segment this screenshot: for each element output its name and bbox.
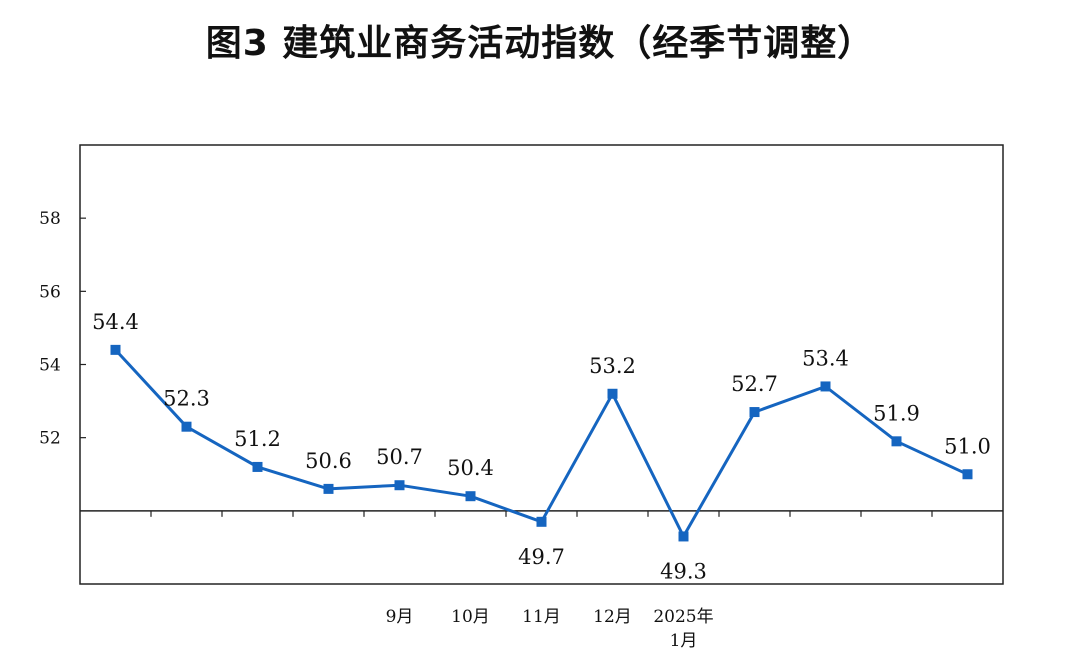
data-label: 51.9 (873, 401, 920, 425)
data-point (110, 344, 121, 355)
data-label: 52.3 (163, 387, 210, 411)
data-point (181, 421, 192, 432)
x-tick-label: 9月 (386, 607, 414, 627)
data-label: 50.7 (376, 445, 423, 469)
data-point (394, 480, 405, 491)
data-label: 51.0 (944, 434, 991, 458)
x-tick-label: 10月 (451, 607, 490, 627)
data-label: 50.4 (447, 456, 494, 480)
data-point (749, 407, 760, 418)
x-tick-label: 12月 (593, 607, 632, 627)
y-tick-label: 56 (39, 282, 61, 302)
data-point (678, 531, 689, 542)
y-tick-label: 52 (39, 429, 61, 449)
data-label: 50.6 (305, 449, 352, 473)
data-point (536, 516, 547, 527)
y-tick-label: 58 (39, 209, 61, 229)
data-label: 53.2 (589, 354, 636, 378)
data-label: 49.7 (518, 545, 565, 569)
x-tick-label: 11月 (522, 607, 561, 627)
chart-title: 图3 建筑业商务活动指数（经季节调整） (205, 23, 875, 64)
data-label: 49.3 (660, 559, 707, 583)
data-point (323, 483, 334, 494)
y-tick-label: 54 (39, 356, 61, 376)
data-point (607, 388, 618, 399)
data-point (891, 436, 902, 447)
x-tick-label: 2025年 1月 (653, 607, 713, 651)
data-point (962, 469, 973, 480)
data-point (820, 381, 831, 392)
data-point (252, 461, 263, 472)
data-label: 53.4 (802, 346, 849, 370)
data-label: 51.2 (234, 427, 281, 451)
data-point (465, 491, 476, 502)
data-label: 52.7 (731, 372, 778, 396)
data-label: 54.4 (92, 310, 139, 334)
